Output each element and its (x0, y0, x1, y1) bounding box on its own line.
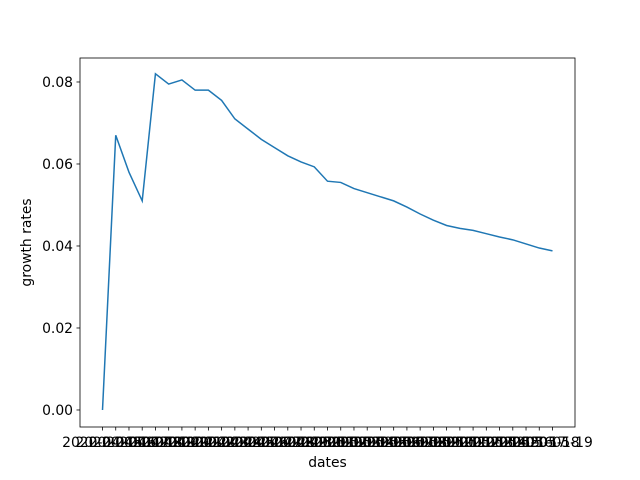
x-tick-label: 2020-04-20 (128, 435, 209, 451)
x-tick-label: 2020-05-03 (300, 435, 381, 451)
data-line (101, 72, 553, 411)
x-tick-label: 2020-05-04 (314, 435, 395, 451)
x-tick-label: 2020-05-05 (327, 435, 408, 451)
x-tick-label: 2020-04-27 (221, 435, 302, 451)
x-tick-label: 2020-05-18 (499, 435, 580, 451)
y-tick-label: 0.08 (42, 75, 73, 91)
x-tick-label: 2020-04-29 (247, 435, 328, 451)
x-axis-label: dates (308, 455, 347, 471)
y-tick-label: 0.00 (42, 403, 73, 419)
x-tick-label: 2020-04-16 (75, 435, 156, 451)
x-tick-label: 2020-04-23 (168, 435, 249, 451)
y-tick-label: 0.04 (42, 239, 73, 255)
x-tick-label: 2020-05-08 (367, 435, 448, 451)
x-tick-label: 2020-05-06 (340, 435, 421, 451)
x-tick-label: 2020-04-24 (181, 435, 262, 451)
x-tick-label: 2020-05-02 (287, 435, 368, 451)
x-tick-label: 2020-04-19 (115, 435, 196, 451)
x-tick-label: 2020-04-26 (208, 435, 289, 451)
x-tick-label: 2020-04-21 (142, 435, 223, 451)
x-tick-label: 2020-05-07 (353, 435, 434, 451)
x-tick-label: 2020-05-13 (433, 435, 514, 451)
y-axis-label: growth rates (19, 198, 35, 286)
x-tick-label: 2020-04-30 (261, 435, 342, 451)
x-tick-label: 2020-05-19 (512, 435, 593, 451)
x-tick-label: 2020-04-22 (155, 435, 236, 451)
x-tick-label: 2020-05-11 (406, 435, 487, 451)
x-tick-label: 2020-04-18 (102, 435, 183, 451)
x-tick-label: 2020-04-28 (234, 435, 315, 451)
y-tick-label: 0.02 (42, 321, 73, 337)
plot-frame (79, 57, 576, 428)
x-tick-label: 2020-05-09 (380, 435, 461, 451)
x-tick-label: 2020-05-17 (486, 435, 567, 451)
x-tick-label: 2020-04-15 (62, 435, 143, 451)
x-tick-label: 2020-05-10 (393, 435, 474, 451)
x-tick-label: 2020-04-25 (194, 435, 275, 451)
x-tick-label: 2020-05-16 (472, 435, 553, 451)
x-tick-label: 2020-04-17 (89, 435, 170, 451)
x-tick-label: 2020-05-15 (459, 435, 540, 451)
x-tick-label: 2020-05-14 (446, 435, 527, 451)
x-tick-label: 2020-05-01 (274, 435, 355, 451)
y-tick-label: 0.06 (42, 157, 73, 173)
x-tick-label: 2020-05-12 (419, 435, 500, 451)
